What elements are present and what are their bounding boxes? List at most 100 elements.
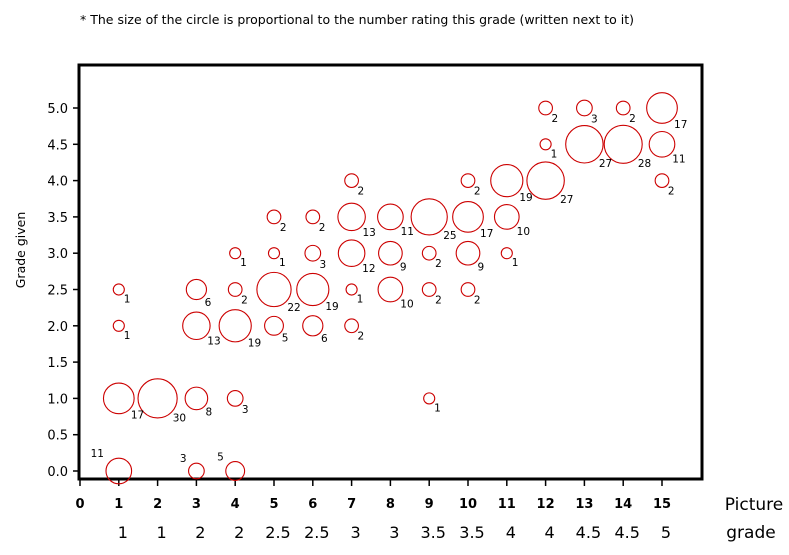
bubble	[455, 240, 481, 266]
bubble	[218, 309, 252, 343]
bubble-count-label: 1	[124, 293, 131, 305]
bubble	[225, 461, 246, 481]
bubble-count-label: 13	[362, 227, 375, 239]
bubble	[539, 138, 552, 151]
x-tick-label: 12	[537, 497, 555, 512]
bubble-count-label: 1	[279, 257, 286, 269]
bubble	[565, 125, 604, 164]
x-tick-label: 15	[653, 497, 671, 512]
bubble-count-label: 11	[91, 448, 104, 460]
y-axis-label: Grade given	[13, 212, 28, 289]
bubble	[296, 272, 330, 307]
x-axis-label-line-2: grade	[726, 523, 775, 543]
y-tick-label: 3.5	[47, 211, 68, 226]
bubble-count-label: 5	[217, 452, 224, 464]
x-tick-label: 7	[347, 497, 356, 512]
bubble	[256, 271, 292, 308]
bubble-count-label: 6	[205, 297, 212, 309]
bubble	[227, 282, 243, 297]
bubble	[337, 239, 366, 268]
bubble	[654, 173, 670, 188]
bubble	[452, 201, 484, 233]
x-tick-label: 9	[425, 497, 434, 512]
x-tick-label: 8	[386, 497, 395, 512]
bubble	[102, 382, 135, 415]
bubble-count-label: 3	[242, 404, 249, 416]
bubble-count-label: 30	[173, 413, 186, 425]
bubble-count-label: 8	[206, 407, 213, 419]
bubble-count-label: 3	[319, 259, 326, 271]
picture-grade-label: 2.5	[265, 523, 290, 542]
x-axis-ticks: 0 1 2 3 4 5 6 7 8 9 10 11 12 13 14 15	[75, 479, 671, 512]
bubble	[137, 378, 178, 419]
bubble-count-label: 6	[321, 333, 328, 345]
bubble-count-label: 10	[400, 298, 413, 310]
picture-grade-label: 3.5	[459, 523, 484, 542]
bubble	[305, 209, 321, 225]
bubble-count-label: 10	[517, 226, 530, 238]
picture-grade-label: 4.5	[614, 523, 639, 542]
bubble	[337, 202, 366, 232]
bubble	[576, 99, 593, 117]
bubble-count-label: 17	[131, 409, 144, 421]
bubble-count-label: 3	[591, 114, 598, 126]
bubble-count-label: 2	[629, 113, 636, 125]
x-axis-label-line-1: Picture	[725, 495, 783, 515]
bubble	[345, 283, 358, 296]
bubble	[112, 283, 125, 296]
x-tick-label: 6	[308, 497, 317, 512]
bubble-count-label: 1	[124, 330, 131, 342]
picture-grade-label: 2	[195, 523, 205, 542]
bubble-series	[102, 92, 678, 485]
x-tick-label: 0	[75, 497, 84, 512]
picture-grade-label: 3	[351, 523, 361, 542]
bubble-count-label: 25	[443, 230, 456, 242]
bubble-count-label: 27	[560, 194, 573, 206]
bubble-count-label: 1	[434, 402, 441, 414]
picture-grade-label: 1	[118, 523, 128, 542]
x-tick-label: 5	[269, 497, 278, 512]
bubble	[266, 209, 282, 225]
x-tick-label: 1	[114, 497, 123, 512]
bubble-count-label: 2	[358, 331, 365, 343]
bubble-count-label: 17	[480, 228, 493, 240]
bubble-count-label: 1	[357, 293, 364, 305]
bubble	[184, 386, 209, 411]
bubble	[264, 315, 284, 336]
y-axis-ticks: 0.0 0.5 1.0 1.5 2.0 2.5 3.0 3.5 4.0 4.5 5.0	[47, 102, 79, 480]
bubble-count-label: 2	[280, 222, 287, 234]
x-tick-label: 4	[231, 497, 240, 512]
bubble	[377, 276, 404, 303]
bubble	[648, 130, 676, 158]
bubble-count-label: 19	[248, 337, 261, 349]
bubble-count-label: 2	[319, 222, 326, 234]
chart-note: * The size of the circle is proportional…	[80, 12, 634, 27]
bubble	[460, 282, 476, 297]
bubble-count-label: 2	[668, 186, 675, 198]
y-tick-label: 5.0	[47, 102, 68, 117]
picture-grade-labels: 1 1 2 2 2.5 2.5 3 3 3.5 3.5 4 4 4.5 4.5 5	[118, 523, 671, 542]
bubble-count-label: 19	[325, 301, 338, 313]
x-tick-label: 10	[459, 497, 477, 512]
picture-grade-label: 4.5	[576, 523, 601, 542]
bubble	[646, 92, 678, 124]
bubble	[500, 247, 513, 260]
bubble-count-label: 1	[551, 148, 558, 160]
bubble-count-label: 27	[599, 158, 612, 170]
bubble	[188, 462, 205, 480]
bubble-count-label: 3	[180, 453, 187, 465]
bubble	[615, 100, 631, 116]
bubble	[105, 457, 133, 485]
bubble-count-label: 2	[474, 294, 481, 306]
bubble-count-label: 2	[474, 186, 481, 198]
x-tick-label: 2	[153, 497, 162, 512]
bubble	[267, 247, 281, 260]
y-tick-label: 0.0	[47, 465, 68, 480]
bubble	[302, 315, 324, 337]
bubble-count-label: 28	[638, 158, 651, 170]
bubble	[304, 244, 322, 262]
bubble	[226, 390, 244, 407]
bubble-count-label: 2	[552, 113, 559, 125]
bubble-count-label: 1	[240, 257, 247, 269]
